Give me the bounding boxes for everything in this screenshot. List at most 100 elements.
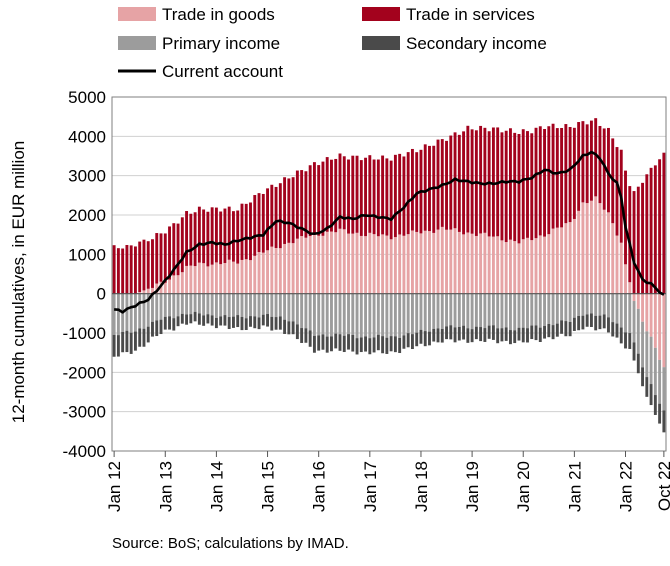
- bar-primary: [581, 293, 585, 316]
- bar-primary: [236, 293, 240, 316]
- bar-primary: [304, 293, 308, 329]
- bar-primary: [534, 293, 538, 326]
- bar-secondary: [376, 334, 380, 351]
- bar-primary: [381, 293, 385, 337]
- bar-primary: [300, 293, 304, 329]
- bar-secondary: [176, 316, 180, 327]
- legend-label-current-account: Current account: [162, 62, 283, 81]
- bar-primary: [555, 293, 559, 324]
- bar-primary: [180, 293, 184, 314]
- bar-primary: [474, 293, 478, 327]
- bar-services: [330, 159, 333, 232]
- bar-services: [500, 132, 504, 241]
- bar-primary: [662, 367, 666, 411]
- bar-primary: [261, 293, 265, 315]
- bar-secondary: [338, 334, 342, 351]
- bar-primary: [415, 293, 419, 333]
- bar-goods: [163, 282, 167, 294]
- bar-goods: [636, 293, 640, 309]
- bar-goods: [347, 233, 350, 294]
- bar-goods: [193, 266, 197, 294]
- bar-primary: [206, 293, 210, 315]
- bar-services: [653, 165, 657, 294]
- bar-secondary: [589, 313, 593, 327]
- bar-goods: [151, 287, 154, 294]
- bar-services: [440, 139, 444, 227]
- bar-primary: [428, 293, 431, 332]
- bar-secondary: [653, 395, 657, 415]
- bar-secondary: [138, 328, 142, 347]
- bar-secondary: [445, 326, 448, 340]
- bar-primary: [624, 293, 627, 333]
- bar-secondary: [202, 315, 206, 326]
- bar-services: [202, 209, 206, 264]
- bar-goods: [406, 234, 410, 294]
- bar-secondary: [295, 324, 299, 340]
- bar-secondary: [219, 316, 223, 326]
- bar-primary: [338, 293, 342, 335]
- x-tick-label: Jan 14: [207, 461, 226, 512]
- bar-primary: [364, 293, 368, 337]
- bar-services: [133, 246, 137, 294]
- y-tick-label: -4000: [63, 442, 106, 461]
- bar-goods: [602, 209, 606, 294]
- bar-goods: [359, 235, 363, 294]
- bar-primary: [270, 293, 274, 317]
- bar-goods: [270, 246, 274, 294]
- bar-services: [312, 162, 316, 234]
- bar-goods: [202, 263, 206, 294]
- bar-secondary: [210, 315, 214, 326]
- bar-primary: [125, 293, 129, 331]
- bar-services: [406, 152, 410, 235]
- bar-goods: [381, 234, 385, 294]
- bar-services: [372, 159, 376, 235]
- bar-goods: [368, 232, 372, 294]
- bar-services: [236, 210, 240, 264]
- bar-services: [624, 170, 627, 265]
- bar-goods: [283, 243, 287, 294]
- bar-services: [423, 144, 427, 231]
- bar-secondary: [325, 336, 329, 353]
- bar-primary: [249, 293, 252, 317]
- bar-services: [470, 129, 474, 234]
- bar-primary: [151, 293, 154, 322]
- bar-goods: [278, 248, 282, 294]
- bar-goods: [185, 265, 189, 294]
- bar-secondary: [266, 314, 269, 327]
- bar-goods: [146, 288, 150, 294]
- bar-goods: [189, 265, 193, 294]
- bar-primary: [466, 293, 470, 329]
- bar-secondary: [572, 317, 576, 331]
- bar-goods: [257, 252, 261, 294]
- x-tick-label: Jan 12: [105, 461, 124, 512]
- bar-primary: [530, 293, 534, 326]
- bar-goods: [180, 272, 184, 294]
- bar-goods: [598, 203, 602, 294]
- bar-goods: [168, 279, 171, 294]
- y-tick-label: -3000: [63, 403, 106, 422]
- bar-goods: [658, 293, 662, 360]
- bar-services: [479, 125, 483, 234]
- bar-services: [432, 145, 436, 233]
- bar-primary: [504, 293, 508, 328]
- bar-secondary: [261, 314, 265, 326]
- bar-goods: [457, 231, 461, 294]
- bar-goods: [487, 236, 491, 294]
- bar-primary: [513, 293, 517, 331]
- bar-services: [457, 134, 461, 232]
- legend-swatch-secondary: [362, 36, 400, 50]
- bar-primary: [138, 293, 142, 329]
- bar-goods: [355, 232, 359, 294]
- bar-services: [598, 125, 602, 204]
- bar-secondary: [236, 315, 240, 328]
- bar-primary: [521, 293, 525, 328]
- bar-goods: [317, 235, 321, 294]
- bar-secondary: [479, 327, 483, 342]
- bar-goods: [572, 218, 576, 294]
- bar-primary: [368, 293, 372, 339]
- bar-secondary: [645, 377, 649, 397]
- bar-secondary: [112, 334, 116, 357]
- bar-goods: [628, 282, 632, 294]
- bar-secondary: [223, 315, 227, 326]
